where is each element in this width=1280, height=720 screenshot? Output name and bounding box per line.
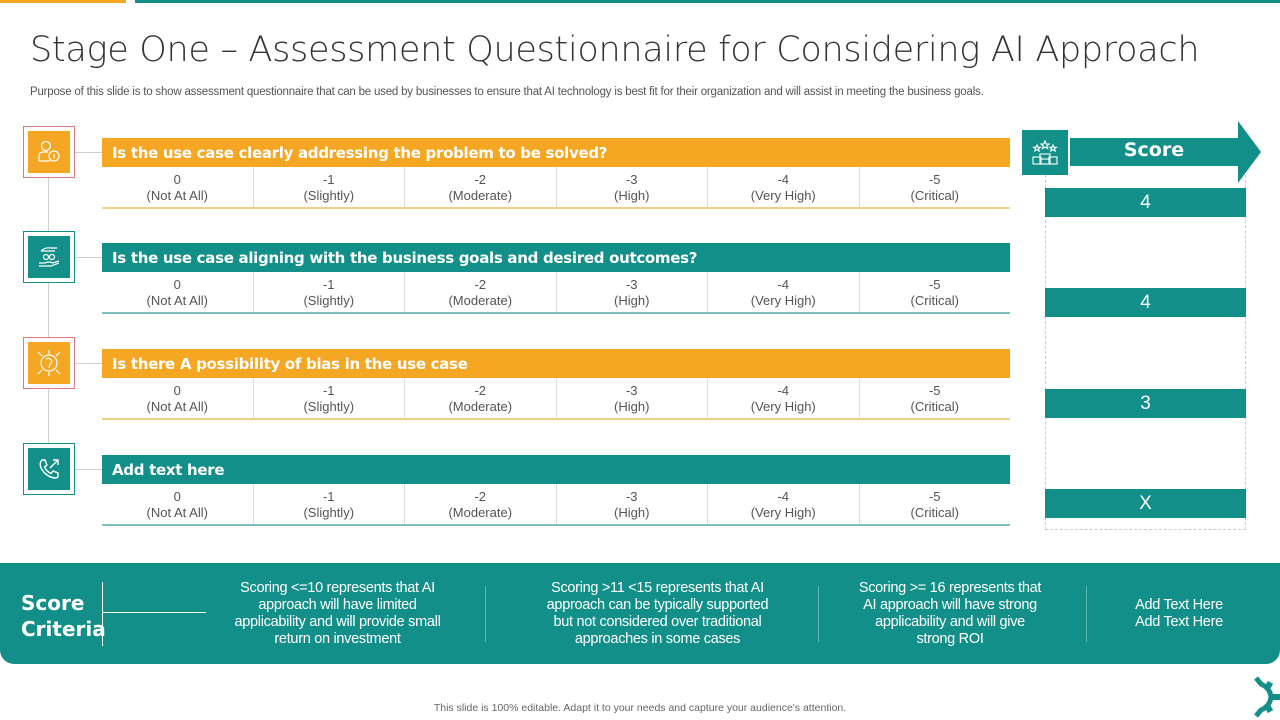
question-3-rating-row: 0 (Not At All) -1 (Slightly) -2 (Moderate) … [102,378,1010,420]
rating-option[interactable]: -5 (Critical) [910,383,959,414]
rating-option[interactable]: 0 (Not At All) [102,272,254,312]
timeline-line [48,178,49,448]
gear-icon [1254,676,1280,718]
question-4-bar: Add text here [102,455,1010,484]
question-3-icon-box [23,337,75,389]
criteria-divider-horizontal [102,612,206,613]
user-info-icon [38,140,60,162]
question-4-rating-row: 0 (Not At All) -1 (Slightly) -2 (Moderate) … [102,484,1010,526]
rating-option[interactable]: -3 (High) [557,378,708,418]
rating-option[interactable]: -2 (Moderate) [405,378,557,418]
rating-option[interactable]: -1 (Slightly) [254,484,405,524]
question-2-icon-box [23,231,75,283]
hand-coins-icon [39,247,60,267]
rating-option[interactable]: 0 (Not At All) [102,378,254,418]
score-value-3[interactable]: 3 [1045,389,1246,418]
rating-option[interactable]: -3 (High) [557,484,708,524]
criteria-separator [1086,586,1087,642]
rating-option[interactable]: -3 (High) [557,272,708,312]
phone-call-icon [39,459,59,479]
question-3-connector [75,363,102,364]
question-1-bar: Is the use case clearly addressing the p… [102,138,1010,167]
rating-option[interactable]: -1 (Slightly) [254,272,405,312]
rating-option[interactable]: -3 (High) [557,167,708,207]
rating-option[interactable]: -2 (Moderate) [405,167,557,207]
rating-option[interactable]: -2 (Moderate) [405,272,557,312]
question-3-bar: Is there A possibility of bias in the us… [102,349,1010,378]
question-1-icon-box [23,126,75,178]
criteria-separator [485,586,486,642]
score-criteria-title: Score Criteria [21,591,106,641]
rating-option[interactable]: -5 (Critical) [910,277,959,308]
score-arrow-shape [1070,121,1261,183]
top-accent-teal [135,0,1280,3]
rating-option[interactable]: -4 (Very High) [708,167,860,207]
rating-option[interactable]: -1 (Slightly) [254,378,405,418]
stars-podium-icon [1032,139,1058,165]
score-panel [1045,175,1246,530]
criteria-divider-vertical [102,582,103,646]
rating-option[interactable]: -4 (Very High) [708,272,860,312]
brain-network-icon [37,350,61,376]
rating-option[interactable]: -5 (Critical) [910,489,959,520]
criteria-item-3: Scoring >= 16 represents that AI approac… [858,580,1042,647]
question-4-icon-box [23,443,75,495]
score-icon-box [1022,130,1068,175]
criteria-item-2: Scoring >11 <15 represents that AI appro… [546,580,769,647]
page-subtitle: Purpose of this slide is to show assessm… [30,86,984,98]
criteria-item-4: Add Text Here Add Text Here [1135,597,1223,630]
score-value-1[interactable]: 4 [1045,188,1246,217]
footer-note: This slide is 100% editable. Adapt it to… [433,702,847,714]
score-header-label: Score [1123,139,1185,161]
question-2-connector [75,257,102,258]
question-2-bar: Is the use case aligning with the busine… [102,243,1010,272]
score-value-4[interactable]: X [1045,489,1246,518]
question-2-rating-row: 0 (Not At All) -1 (Slightly) -2 (Moderate) … [102,272,1010,314]
rating-option[interactable]: -5 (Critical) [910,172,959,203]
question-1-rating-row: 0 (Not At All) -1 (Slightly) -2 (Moderate) … [102,167,1010,209]
question-4-connector [75,469,102,470]
score-value-2[interactable]: 4 [1045,288,1246,317]
rating-option[interactable]: 0 (Not At All) [102,167,254,207]
top-accent-orange [0,0,126,3]
score-criteria-band [0,563,1280,664]
criteria-separator [818,586,819,642]
rating-option[interactable]: -4 (Very High) [708,378,860,418]
rating-option[interactable]: 0 (Not At All) [102,484,254,524]
rating-option[interactable]: -4 (Very High) [708,484,860,524]
page-title: Stage One – Assessment Questionnaire for… [30,30,1200,70]
question-1-connector [75,152,102,153]
rating-option[interactable]: -2 (Moderate) [405,484,557,524]
criteria-item-1: Scoring <=10 represents that AI approach… [234,580,441,647]
rating-option[interactable]: -1 (Slightly) [254,167,405,207]
